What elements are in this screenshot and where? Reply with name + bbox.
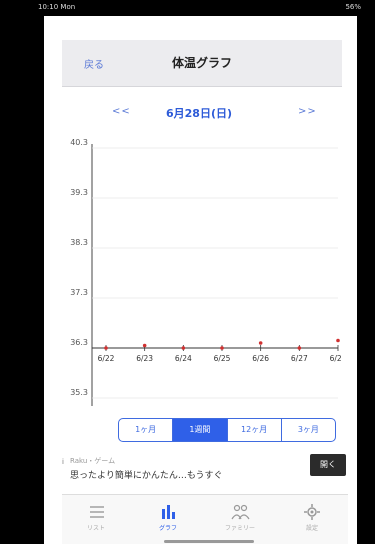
- ad-info-icon[interactable]: i: [62, 458, 64, 466]
- date-navigator: << 6月28日(日) >>: [62, 102, 342, 126]
- status-time: 10:10 Mon: [38, 3, 76, 11]
- x-tick-label: 6/25: [214, 354, 231, 363]
- next-day-button[interactable]: >>: [298, 106, 317, 117]
- gear-icon: [304, 504, 320, 520]
- tab-graph-label: グラフ: [158, 525, 177, 532]
- x-tick-label: 6/24: [175, 354, 192, 363]
- y-tick-label: 37.3: [70, 288, 88, 297]
- tab-settings[interactable]: 設定: [292, 503, 332, 535]
- page-title: 体温グラフ: [171, 56, 232, 70]
- y-tick-label: 40.3: [70, 138, 88, 147]
- prev-day-button[interactable]: <<: [112, 106, 131, 117]
- data-point: [336, 338, 340, 343]
- data-point: [104, 346, 108, 350]
- ad-open-button[interactable]: 開く: [310, 454, 346, 476]
- tab-family-label: ファミリー: [224, 525, 255, 532]
- data-point: [297, 346, 302, 350]
- range-option-2[interactable]: 12ヶ月: [228, 419, 282, 441]
- y-tick-label: 38.3: [70, 238, 88, 247]
- tab-settings-label: 設定: [305, 525, 318, 532]
- ad-sponsor: Raku・ゲーム: [70, 457, 116, 465]
- tab-list-label: リスト: [86, 525, 105, 532]
- home-indicator: [164, 540, 254, 543]
- app-screen: 戻る 体温グラフ << 6月28日(日) >> 40.3 39.3 38.3 37.3…: [44, 16, 357, 544]
- data-point: [142, 343, 147, 348]
- y-tick-label: 36.3: [70, 338, 88, 347]
- status-bar: 10:10 Mon 56%: [0, 0, 375, 16]
- status-battery: 56%: [345, 3, 361, 11]
- temperature-chart: 40.3 39.3 38.3 37.3 36.3 35.3 6/22 6/23 6/24 6/25…: [70, 138, 342, 406]
- ad-text: 思ったより簡単にかんたん…もうすぐ: [70, 471, 223, 481]
- bar-chart-icon: [162, 505, 175, 519]
- tab-family[interactable]: ファミリー: [220, 503, 260, 535]
- x-tick-label: 6/28: [330, 354, 342, 363]
- range-option-1[interactable]: 1週間: [173, 419, 228, 441]
- back-button[interactable]: 戻る: [84, 60, 104, 71]
- list-icon: [90, 506, 104, 518]
- data-point: [220, 346, 224, 350]
- navigation-bar: 戻る 体温グラフ: [62, 40, 342, 87]
- tab-bar: リスト グラフ ファミリー: [62, 494, 348, 544]
- data-point: [181, 346, 186, 350]
- range-option-0[interactable]: 1ヶ月: [119, 419, 174, 441]
- family-icon: [231, 504, 250, 520]
- x-tick-label: 6/27: [291, 354, 308, 363]
- x-tick-label: 6/26: [252, 354, 269, 363]
- ad-banner[interactable]: i Raku・ゲーム 思ったより簡単にかんたん…もうすぐ 開く: [62, 454, 348, 488]
- x-tick-label: 6/23: [136, 354, 153, 363]
- data-point: [258, 341, 263, 345]
- y-tick-label: 39.3: [70, 188, 88, 197]
- range-option-3[interactable]: 3ヶ月: [297, 425, 319, 434]
- tab-list[interactable]: リスト: [76, 503, 116, 535]
- current-date[interactable]: 6月28日(日): [166, 107, 233, 120]
- tab-graph[interactable]: グラフ: [148, 503, 188, 535]
- y-tick-label: 35.3: [70, 388, 88, 397]
- range-segmented-control: 1ヶ月 1週間 12ヶ月 3ヶ月: [118, 418, 336, 442]
- x-tick-label: 6/22: [98, 354, 115, 363]
